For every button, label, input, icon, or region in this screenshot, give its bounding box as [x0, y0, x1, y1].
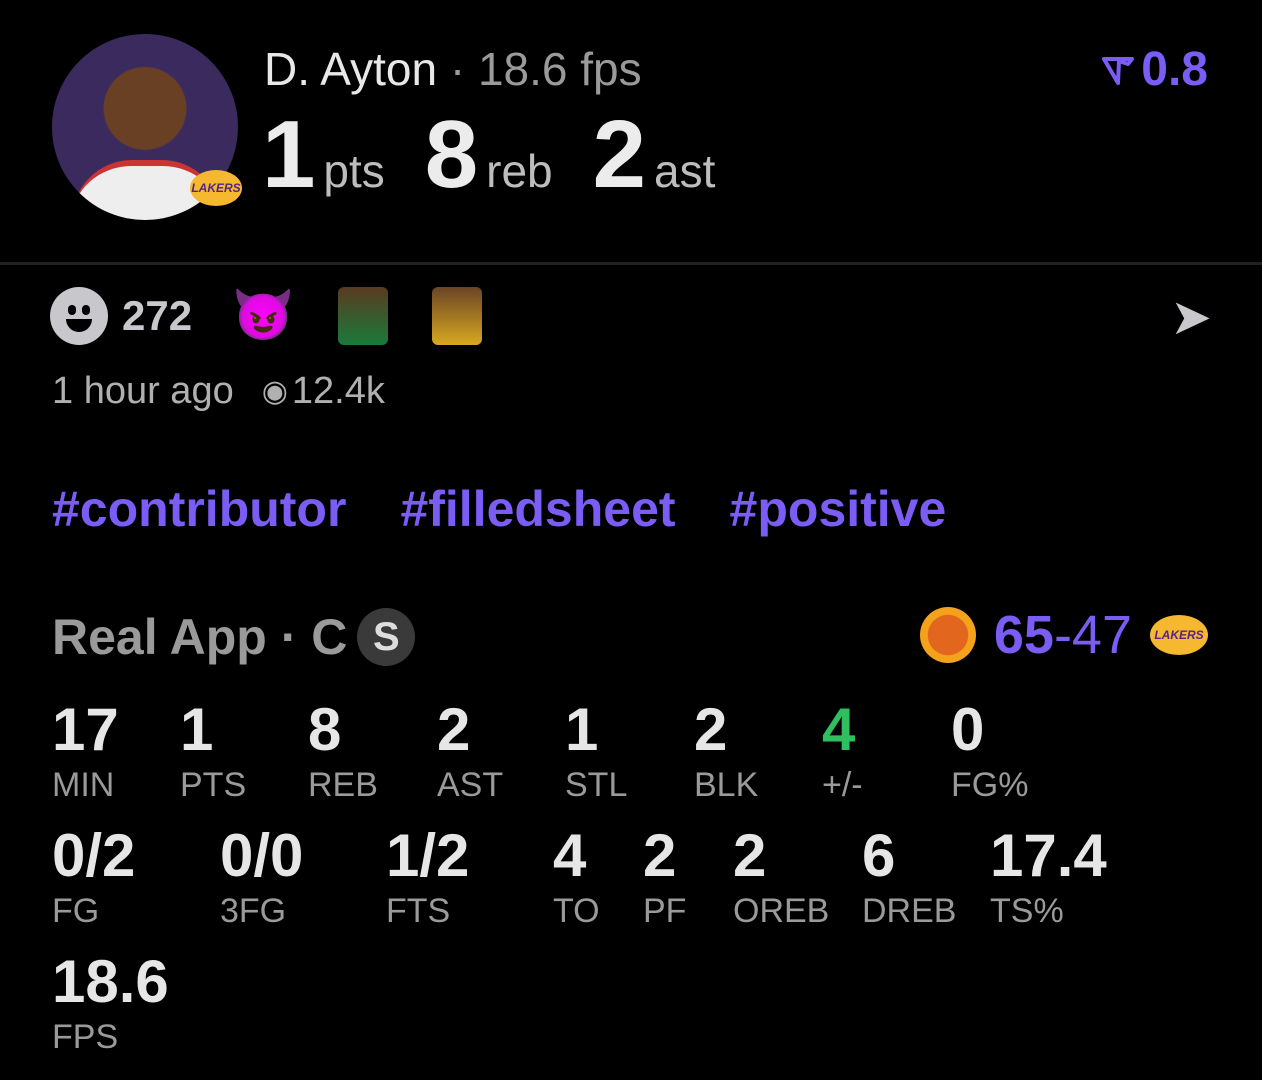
- player-name: D. Ayton: [264, 43, 438, 95]
- stat-fg-: 0 FG%: [951, 700, 1028, 805]
- pts-label: pts: [323, 145, 385, 197]
- stat-label: FG%: [951, 766, 1029, 804]
- stat-label: TO: [553, 892, 600, 930]
- score-separator: -: [1053, 605, 1072, 665]
- stat-oreb: 2 OREB: [733, 826, 829, 931]
- lakers-player-sticker[interactable]: [432, 286, 483, 345]
- stat-label: STL: [565, 766, 628, 804]
- headline-stats: 1 pts 8 reb 2 ast: [262, 100, 745, 210]
- stat-label: PTS: [180, 766, 247, 804]
- stat-value: 1/2: [386, 822, 470, 889]
- stat-value: 0/2: [52, 822, 136, 889]
- stat-label: AST: [437, 766, 504, 804]
- stat-ts-: 17.4 TS%: [990, 826, 1107, 931]
- stat-to: 4 TO: [553, 826, 600, 931]
- stat--: 4 +/-: [822, 700, 863, 805]
- filter-funnel-icon: [1102, 56, 1135, 85]
- stat-stl: 1 STL: [565, 700, 627, 805]
- stat-value: 0: [951, 696, 985, 763]
- stat-value: 2: [694, 696, 728, 763]
- stat-value: 2: [643, 822, 677, 889]
- stat-label: BLK: [694, 766, 759, 804]
- stat-value: 18.6: [52, 948, 169, 1015]
- stat-value: 1: [565, 696, 599, 763]
- reactions-bar: 272 😈: [50, 286, 512, 345]
- stat-fps: 18.6 FPS: [52, 952, 169, 1057]
- score: 65-47: [994, 604, 1132, 666]
- source-label: Real App · C: [52, 609, 348, 665]
- stat-value: 2: [733, 822, 767, 889]
- rating-value: 0.8: [1141, 43, 1208, 96]
- stat-value: 8: [308, 696, 342, 763]
- ast-value: 2: [592, 101, 646, 208]
- lakers-logo: LAKERS: [1150, 615, 1208, 655]
- ast-label: ast: [654, 145, 716, 197]
- stat-label: DREB: [862, 892, 957, 930]
- divider: [0, 262, 1262, 265]
- source-badge: S: [357, 608, 416, 666]
- reb-value: 8: [424, 101, 478, 208]
- home-score: 65: [993, 605, 1054, 665]
- away-score: 47: [1071, 605, 1132, 665]
- stat-min: 17 MIN: [52, 700, 119, 805]
- send-icon[interactable]: ➤: [1170, 289, 1212, 345]
- stat-label: 3FG: [220, 892, 287, 930]
- stat-label: REB: [308, 766, 378, 804]
- stat-value: 1: [180, 696, 214, 763]
- stat-label: FPS: [52, 1018, 119, 1056]
- tag-positive[interactable]: #positive: [729, 481, 947, 537]
- stat-value: 2: [437, 696, 471, 763]
- pts-value: 1: [262, 101, 315, 208]
- stat-value: 4: [553, 822, 587, 889]
- stat-label: PF: [643, 892, 687, 930]
- stat-value: 6: [862, 822, 896, 889]
- celtics-player-sticker[interactable]: [338, 286, 389, 345]
- stat-label: MIN: [52, 766, 115, 804]
- separator: ·: [437, 43, 478, 95]
- stat-label: OREB: [733, 892, 830, 930]
- lakers-logo: LAKERS: [190, 170, 242, 206]
- post-meta: 1 hour ago ◉ 12.4k: [52, 370, 385, 413]
- stat-fts: 1/2 FTS: [386, 826, 469, 931]
- eye-icon: ◉: [261, 375, 288, 408]
- smile-icon[interactable]: [50, 286, 108, 345]
- player-fps: 18.6 fps: [477, 43, 642, 95]
- stat-3fg: 0/0 3FG: [220, 826, 303, 931]
- stat-dreb: 6 DREB: [862, 826, 956, 931]
- suns-logo: [919, 607, 976, 663]
- stat-reb: 8 REB: [308, 700, 378, 805]
- stat-ast: 2 AST: [437, 700, 503, 805]
- timestamp: 1 hour ago: [52, 370, 234, 412]
- player-title: D. Ayton · 18.6 fps: [264, 42, 642, 96]
- devil-emoji[interactable]: 😈: [232, 287, 295, 343]
- view-count: 12.4k: [291, 370, 385, 412]
- stat-blk: 2 BLK: [694, 700, 758, 805]
- stat-value: 0/0: [220, 822, 304, 889]
- stat-value: 4: [822, 696, 856, 763]
- stat-pts: 1 PTS: [180, 700, 246, 805]
- views: ◉ 12.4k: [262, 370, 385, 413]
- reb-label: reb: [486, 145, 553, 197]
- tag-contributor[interactable]: #contributor: [52, 481, 347, 537]
- stat-pf: 2 PF: [643, 826, 686, 931]
- stat-label: TS%: [990, 892, 1064, 930]
- reaction-count: 272: [122, 291, 193, 339]
- stat-label: FTS: [386, 892, 451, 930]
- stat-label: FG: [52, 892, 100, 930]
- tags: #contributor #filledsheet #positive: [52, 480, 946, 538]
- tag-filledsheet[interactable]: #filledsheet: [400, 481, 676, 537]
- stat-label: +/-: [822, 766, 863, 804]
- game-score[interactable]: 65-47 LAKERS: [919, 604, 1208, 666]
- stat-value: 17: [52, 696, 119, 763]
- rating[interactable]: 0.8: [1101, 42, 1208, 97]
- stat-value: 17.4: [990, 822, 1107, 889]
- stat-fg: 0/2 FG: [52, 826, 135, 931]
